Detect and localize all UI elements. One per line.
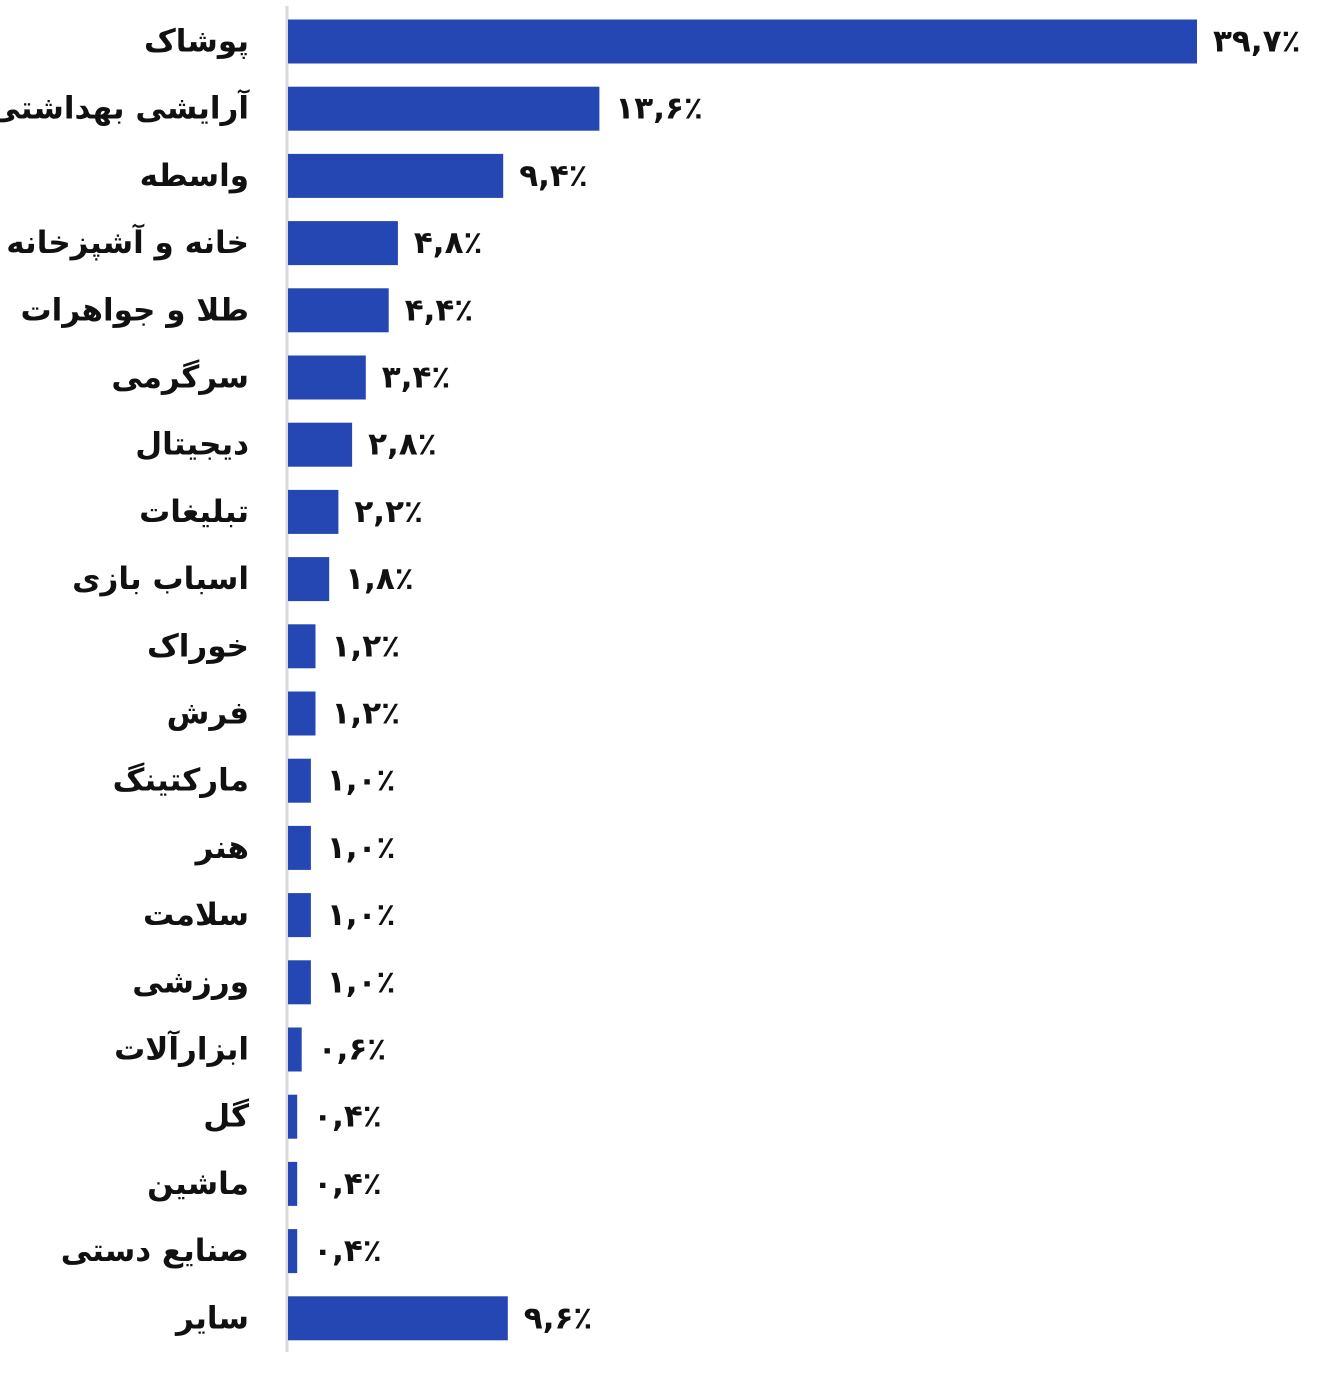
value-label: ۱۳,۶٪ [615, 91, 702, 127]
category-label: سایر [174, 1300, 249, 1336]
value-label: ۰,۶٪ [318, 1032, 387, 1068]
category-label: سرگرمی [111, 359, 249, 396]
value-label: ۹,۶٪ [524, 1300, 593, 1336]
category-label: اسباب بازی [72, 561, 249, 597]
value-label: ۰,۴٪ [313, 1233, 382, 1269]
category-label: طلا و جواهرات [20, 292, 249, 328]
category-label: پوشاک [144, 24, 249, 60]
value-label: ۹,۴٪ [519, 158, 588, 194]
category-label: ابزارآلات [114, 1030, 249, 1068]
bar-11 [288, 691, 316, 736]
bar-19 [288, 1229, 298, 1274]
value-label: ۱,۰٪ [327, 964, 396, 1000]
bar-5 [288, 288, 389, 333]
category-label: آرایشی بهداشتی [0, 89, 250, 127]
bar-20 [288, 1296, 508, 1341]
category-label: واسطه [140, 158, 249, 194]
category-label: دیجیتال [135, 427, 249, 463]
category-label: خانه و آشپزخانه [6, 223, 249, 261]
bar-12 [288, 758, 311, 803]
value-label: ۴,۸٪ [414, 225, 483, 261]
value-label: ۰,۴٪ [313, 1099, 382, 1135]
value-label: ۲,۲٪ [354, 494, 423, 530]
bar-13 [288, 825, 311, 870]
category-labels: پوشاک آرایشی بهداشتی واسطه خانه و آشپزخانه ط… [0, 24, 250, 1337]
bar-4 [288, 221, 398, 266]
category-label: خوراک [147, 628, 249, 664]
bar-17 [288, 1094, 298, 1139]
bar-16 [288, 1027, 302, 1072]
category-label: تبلیغات [139, 494, 249, 530]
value-label: ۲,۸٪ [368, 427, 437, 463]
bar-15 [288, 960, 311, 1005]
value-label: ۱,۰٪ [327, 897, 396, 933]
value-label: ۱,۲٪ [332, 696, 401, 732]
bar-6 [288, 355, 366, 400]
category-label: سلامت [143, 897, 249, 933]
category-label: مارکتینگ [113, 763, 249, 799]
category-label: ماشین [147, 1166, 249, 1202]
value-label: ۳۹,۷٪ [1213, 24, 1300, 60]
bar-3 [288, 153, 504, 198]
value-label: ۱,۰٪ [327, 763, 396, 799]
category-label: ورزشی [132, 964, 249, 1000]
category-label: فرش [167, 696, 249, 732]
category-label: گل [203, 1098, 250, 1135]
bar-series [288, 19, 1197, 1341]
value-label: ۴,۴٪ [405, 292, 474, 328]
bar-18 [288, 1161, 298, 1206]
bar-10 [288, 624, 316, 669]
value-labels: ۳۹,۷٪ ۱۳,۶٪ ۹,۴٪ ۴,۸٪ ۴,۴٪ ۳,۴٪ ۲,۸٪ ۲,۲٪ ۱,۸٪ ۱,… [313, 24, 1300, 1337]
category-label: هنر [194, 830, 249, 866]
value-label: ۱,۸٪ [345, 561, 414, 597]
bar-1 [288, 19, 1197, 64]
bar-9 [288, 557, 330, 602]
bar-7 [288, 422, 353, 467]
bar-8 [288, 489, 339, 534]
value-label: ۱,۲٪ [332, 628, 401, 664]
bar-14 [288, 893, 311, 938]
bar-2 [288, 86, 600, 131]
value-label: ۱,۰٪ [327, 830, 396, 866]
value-label: ۳,۴٪ [382, 360, 451, 396]
category-label: صنایع دستی [61, 1233, 249, 1269]
value-label: ۰,۴٪ [313, 1166, 382, 1202]
